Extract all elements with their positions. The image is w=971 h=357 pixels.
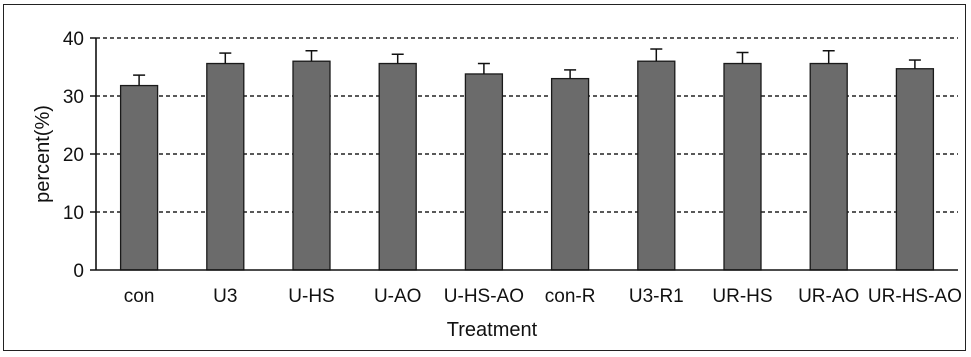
x-axis-title: Treatment: [447, 319, 538, 341]
x-tick-label: UR-HS-AO: [868, 286, 962, 307]
bars: [119, 48, 935, 271]
x-tick-label: U-HS: [288, 286, 334, 307]
x-tick-label: U-AO: [374, 286, 422, 307]
bar-con-R: [550, 77, 590, 271]
x-tick-label: UR-HS: [712, 286, 772, 307]
y-axis-title: percent(%): [32, 105, 54, 203]
x-tick-label: con-R: [545, 286, 596, 307]
chart-frame: [3, 4, 966, 351]
x-tick-label: UR-AO: [798, 286, 859, 307]
y-tick-label: 20: [63, 145, 84, 166]
y-tick-labels: 0 10 20 30 40: [63, 29, 84, 282]
bar-UR-HS: [723, 62, 762, 271]
bar-U-HS-AO: [464, 73, 504, 271]
y-tick-label: 40: [63, 29, 84, 50]
bar-UR-HS-AO: [895, 68, 935, 271]
y-tick-label: 30: [63, 87, 84, 108]
x-tick-label: con: [124, 286, 155, 307]
bar-U-AO: [378, 62, 417, 271]
x-tick-label: U3: [213, 286, 237, 307]
bar-U3-R1: [637, 60, 676, 271]
y-tick-label: 0: [73, 261, 84, 282]
bar-U-HS: [292, 60, 331, 271]
y-tick-label: 10: [63, 203, 84, 224]
x-tick-label: U3-R1: [629, 286, 684, 307]
bar-con: [119, 84, 159, 271]
bar-U3: [206, 62, 245, 271]
x-tick-label: U-HS-AO: [444, 286, 524, 307]
x-tick-labels: con U3 U-HS U-AO U-HS-AO con-R U3-R1 UR-HS UR-AO…: [124, 286, 962, 307]
bar-UR-AO: [809, 62, 848, 271]
axes: [90, 37, 958, 271]
